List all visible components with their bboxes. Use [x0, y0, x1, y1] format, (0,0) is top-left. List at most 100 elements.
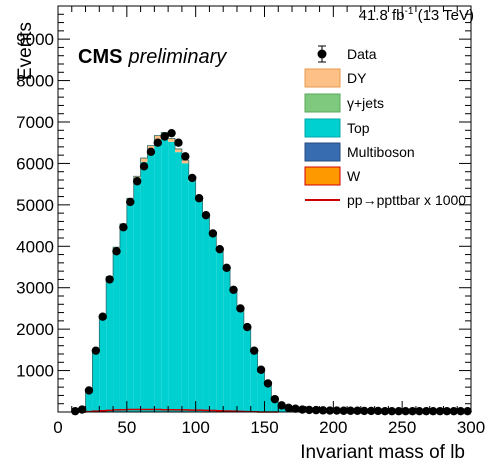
y-tick-label-8000: 8000 — [16, 72, 54, 91]
bar-top-6 — [113, 251, 120, 412]
y-axis-title: Events — [15, 22, 36, 80]
cms-preliminary-label: preliminary — [127, 46, 227, 68]
bar-top-15 — [175, 152, 182, 412]
data-point-13 — [160, 132, 169, 141]
data-point-45 — [380, 406, 390, 416]
plot-area — [71, 128, 472, 416]
bar-top-19 — [202, 218, 210, 412]
data-point-31 — [284, 403, 293, 413]
data-point-29 — [270, 394, 280, 404]
data-point-6 — [112, 247, 121, 256]
data-point-53 — [435, 406, 445, 416]
legend: Data DY γ+jets Top Multiboson Wpp→ppttbar x 1… — [304, 45, 466, 208]
data-point-17 — [188, 173, 197, 183]
data-point-28 — [263, 379, 273, 388]
data-point-57 — [463, 406, 472, 416]
bar-top-24 — [236, 309, 244, 412]
data-point-7 — [119, 223, 128, 232]
data-point-9 — [132, 177, 142, 186]
legend-label: Top — [347, 120, 370, 136]
x-tick-label-50: 50 — [117, 418, 136, 437]
x-tick-label-100: 100 — [181, 418, 209, 437]
bar-top-20 — [209, 234, 217, 412]
y-tick-label-2000: 2000 — [16, 320, 54, 339]
data-point-48 — [401, 406, 410, 416]
data-point-8 — [126, 197, 135, 207]
bar-top-28 — [264, 383, 272, 412]
legend-label: Multiboson — [347, 144, 415, 160]
data-point-39 — [339, 406, 348, 415]
data-point-15 — [174, 138, 183, 147]
legend-entry-4: Multiboson — [304, 142, 415, 162]
bar-dy-14 — [168, 138, 176, 142]
x-tick-label-300: 300 — [457, 418, 485, 437]
data-point-24 — [236, 304, 245, 313]
bar-top-27 — [257, 369, 265, 412]
bar-top-16 — [181, 163, 189, 412]
legend-entry-0: Data — [317, 45, 377, 63]
data-point-21 — [215, 244, 224, 254]
data-point-51 — [422, 406, 431, 416]
data-point-22 — [222, 263, 231, 273]
bar-top-18 — [195, 200, 203, 412]
legend-label: Data — [347, 46, 377, 62]
bar-top-11 — [147, 149, 155, 412]
legend-swatch — [304, 68, 341, 88]
data-point-10 — [139, 162, 149, 171]
legend-label: DY — [347, 70, 367, 86]
x-axis-title: Invariant mass of lb — [300, 442, 465, 463]
signal-line — [71, 408, 279, 413]
bar-dy-10 — [140, 158, 148, 163]
bar-top-2 — [85, 392, 93, 412]
legend-entry-5: W — [304, 166, 361, 186]
bar-top-10 — [140, 162, 148, 412]
bar-top-9 — [133, 180, 141, 412]
y-tick-label-7000: 7000 — [16, 113, 54, 132]
data-point-55 — [449, 406, 458, 416]
data-point-49 — [408, 406, 417, 416]
data-point-0 — [71, 406, 80, 416]
data-point-25 — [243, 322, 252, 332]
bar-top-17 — [188, 181, 196, 412]
cms-label: CMS preliminary — [78, 46, 227, 68]
y-tick-label-5000: 5000 — [16, 196, 54, 215]
legend-entry-1: DY — [304, 68, 367, 88]
data-point-26 — [249, 346, 259, 355]
data-point-12 — [153, 138, 163, 147]
data-point-40 — [346, 406, 355, 415]
data-point-38 — [332, 406, 341, 415]
bar-top-14 — [168, 141, 176, 412]
data-point-2 — [84, 386, 94, 395]
data-point-23 — [229, 285, 238, 294]
bar-top-3 — [92, 351, 100, 412]
data-point-18 — [194, 194, 204, 203]
data-point-47 — [394, 406, 403, 416]
y-tick-label-1000: 1000 — [16, 362, 54, 381]
bar-top-22 — [223, 268, 231, 412]
legend-swatch — [304, 118, 341, 138]
data-point-20 — [208, 229, 218, 238]
bar-top-29 — [271, 398, 279, 412]
data-point-50 — [415, 406, 424, 416]
bar-top-25 — [243, 327, 251, 412]
x-tick-label-250: 250 — [388, 418, 416, 437]
data-point-27 — [256, 365, 266, 374]
x-tick-label-200: 200 — [319, 418, 347, 437]
legend-label: pp→ppttbar x 1000 — [347, 192, 466, 208]
legend-entry-3: Top — [304, 118, 370, 138]
data-point-56 — [456, 406, 465, 416]
data-point-41 — [353, 406, 362, 415]
bar-top-7 — [119, 228, 127, 412]
legend-marker — [317, 49, 327, 59]
bar-dy-12 — [154, 135, 162, 140]
data-point-11 — [146, 147, 156, 157]
x-tick-label-150: 150 — [250, 418, 278, 437]
legend-swatch — [304, 166, 341, 186]
bar-top-5 — [106, 279, 114, 412]
legend-entry-2: γ+jets — [304, 93, 384, 113]
bar-top-21 — [216, 251, 224, 412]
y-tick-label-6000: 6000 — [16, 154, 54, 173]
bar-top-8 — [126, 202, 134, 412]
legend-swatch — [304, 93, 341, 113]
